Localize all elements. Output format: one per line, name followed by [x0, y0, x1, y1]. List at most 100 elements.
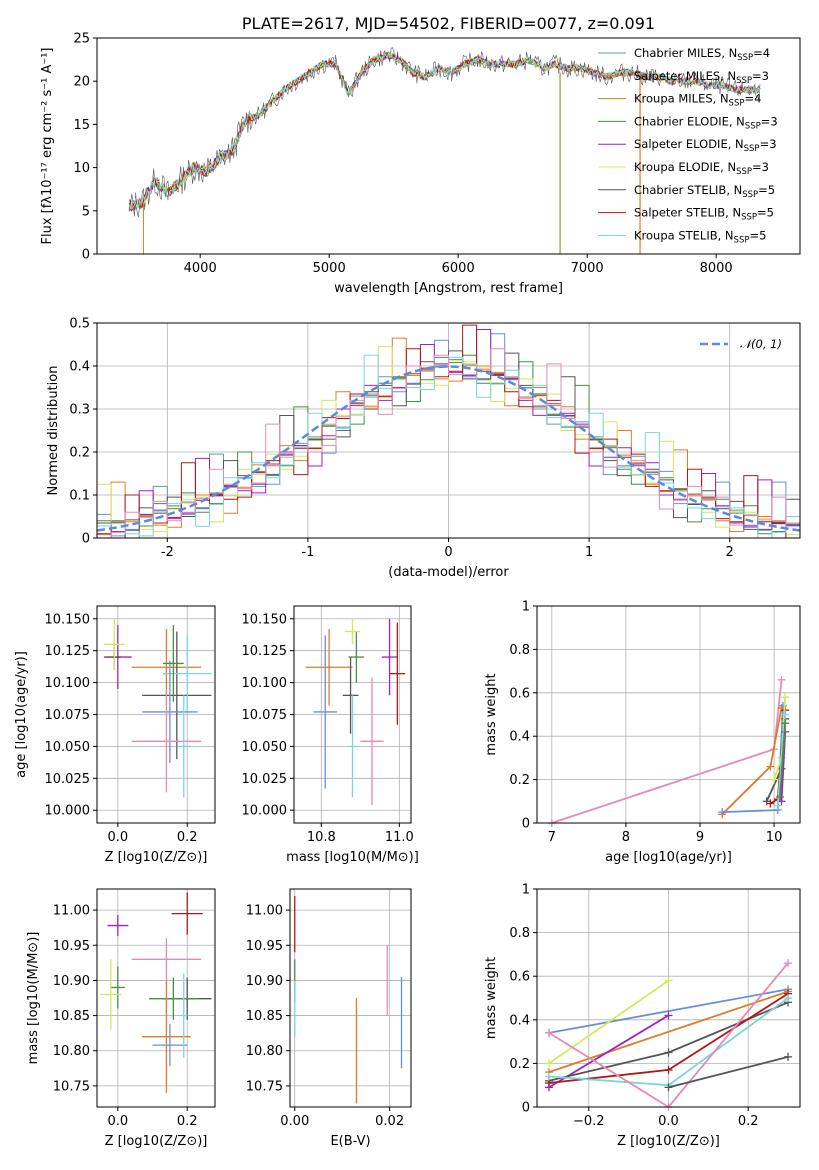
y-tick-label: 0	[522, 817, 530, 832]
age-vs-mass-axes: 10.8 11.0 10.000 10.025 10.050 10.075 10.100 10…	[242, 606, 414, 845]
x-tick-label: 0.00	[280, 1114, 309, 1129]
x-tick-label: 0.2	[177, 830, 198, 845]
x-tick-label: 11.0	[385, 830, 414, 845]
legend-entry: Chabrier MILES, NSSP=4	[634, 46, 770, 63]
x-tick-label: 6000	[442, 261, 475, 276]
y-tick-label: 0.6	[509, 686, 530, 701]
y-tick-label: 10.075	[45, 708, 91, 723]
residuals-ylabel: Normed distribution	[46, 366, 61, 496]
legend-entry: Salpeter STELIB, NSSP=5	[634, 206, 774, 223]
age-vs-mass-xlabel: mass [log10(M/M⊙)]	[286, 850, 419, 865]
y-tick-label: 0.4	[69, 360, 90, 375]
y-tick-label: 10.000	[242, 804, 288, 819]
spectrum-ylabel: Flux [fλ10⁻¹⁷ erg cm⁻² s⁻¹ A⁻¹]	[40, 48, 55, 245]
y-tick-label: 0.5	[69, 317, 90, 332]
legend-subscript: SSP	[741, 213, 757, 223]
mass-vs-Z-frame	[96, 888, 216, 1108]
x-tick-label: −0.2	[573, 1114, 605, 1129]
mass-weight-line	[668, 1056, 789, 1089]
mass-weight-vs-age-ylabel: mass weight	[484, 673, 499, 755]
legend-subscript: SSP	[745, 121, 761, 131]
y-tick-label: 10.025	[45, 772, 91, 787]
x-tick-label: 2	[726, 545, 734, 560]
legend-text: Kroupa STELIB, N	[634, 228, 734, 242]
x-tick-label: 7	[548, 830, 556, 845]
y-tick-label: 10.95	[246, 939, 283, 954]
y-tick-label: 0	[82, 532, 90, 547]
legend-entry: Kroupa ELODIE, NSSP=3	[634, 160, 769, 177]
y-tick-label: 0.6	[509, 970, 530, 985]
legend-entry: Kroupa MILES, NSSP=4	[634, 92, 761, 109]
y-tick-label: 10.95	[53, 939, 90, 954]
y-tick-label: 0	[82, 248, 90, 263]
y-tick-label: 10.125	[45, 644, 91, 659]
x-tick-label: 10.8	[307, 830, 336, 845]
legend-text: Kroupa ELODIE, N	[634, 160, 736, 174]
mass-vs-Z-xlabel: Z [log10(Z/Z⊙)]	[105, 1134, 208, 1149]
legend-text-end: =4	[753, 46, 770, 60]
mass-vs-EBV-axes: 0.00 0.02 10.75 10.80 10.85 10.90 10.95 11.00	[246, 889, 411, 1129]
x-tick-label: 0.2	[738, 1114, 759, 1129]
y-tick-label: 10.100	[242, 676, 288, 691]
spectrum-xlabel: wavelength [Angstrom, rest frame]	[334, 281, 563, 296]
y-tick-label: 0.4	[509, 1013, 530, 1028]
y-tick-label: 10.050	[45, 740, 91, 755]
mass-weight-vs-Z-axes: −0.2 0.0 0.2 0 0.2 0.4 0.6 0.8 1	[509, 883, 800, 1129]
x-tick-label: -1	[301, 545, 314, 560]
y-tick-label: 0.3	[69, 403, 90, 418]
y-tick-label: 10.75	[53, 1079, 90, 1094]
legend-gaussian-label: 𝒩(0, 1)	[740, 337, 782, 351]
spectrum-axes: 4000 5000 6000 7000 8000 0 5 10 15 20 25	[73, 32, 732, 277]
y-tick-label: 10.000	[45, 804, 91, 819]
y-tick-label: 10.90	[246, 974, 283, 989]
y-tick-label: 0.2	[69, 446, 90, 461]
y-tick-label: 0.2	[509, 773, 530, 788]
mass-weight-line	[548, 988, 789, 1034]
mass-vs-EBV-frame	[289, 888, 412, 1108]
legend-text-end: =3	[761, 114, 778, 128]
y-tick-label: 10.85	[246, 1009, 283, 1024]
y-tick-label: 15	[73, 118, 90, 133]
y-tick-label: 5	[82, 204, 90, 219]
spectrum-series-8	[128, 51, 761, 210]
legend-text: Salpeter ELODIE, N	[634, 137, 744, 151]
x-tick-label: 10	[766, 830, 783, 845]
legend-subscript: SSP	[736, 167, 752, 177]
age-vs-mass-frame	[293, 605, 412, 824]
legend-subscript: SSP	[729, 99, 745, 109]
y-tick-label: 10.050	[242, 740, 288, 755]
legend-entry: Salpeter ELODIE, NSSP=3	[634, 137, 777, 154]
legend-text: Kroupa MILES, N	[634, 92, 729, 106]
mass-weight-vs-age-xlabel: age [log10(age/yr)]	[605, 850, 732, 865]
legend-text: Chabrier STELIB, N	[634, 183, 742, 197]
mass-weight-line	[779, 723, 787, 798]
residual-histogram-9	[97, 348, 800, 538]
x-tick-label: 0.0	[107, 830, 128, 845]
x-tick-label: 7000	[571, 261, 604, 276]
legend-entry: Chabrier STELIB, NSSP=5	[634, 183, 775, 200]
legend-subscript: SSP	[737, 53, 753, 63]
y-tick-label: 10.80	[53, 1044, 90, 1059]
legend-text: Salpeter STELIB, N	[634, 206, 741, 220]
y-tick-label: 10.80	[246, 1044, 283, 1059]
y-tick-label: 10.150	[45, 612, 91, 627]
mass-weight-line	[721, 707, 783, 815]
residuals-axes: -2 -1 0 1 2 0 0.1 0.2 0.3 0.4 0.5	[69, 317, 800, 560]
x-tick-label: 0.2	[177, 1114, 198, 1129]
y-tick-label: 10.100	[45, 676, 91, 691]
spectrum-frame	[96, 37, 801, 255]
y-tick-label: 11.00	[246, 904, 283, 919]
y-tick-label: 11.00	[53, 904, 90, 919]
x-tick-label: 0.0	[107, 1114, 128, 1129]
x-tick-label: -2	[161, 545, 174, 560]
legend-text-end: =3	[752, 69, 769, 83]
y-tick-label: 20	[73, 75, 90, 90]
y-tick-label: 0.8	[509, 643, 530, 658]
x-tick-label: 4000	[184, 261, 217, 276]
y-tick-label: 0.8	[509, 926, 530, 941]
x-tick-label: 0.0	[658, 1114, 679, 1129]
mass-weight-line	[548, 990, 789, 1073]
mass-weight-vs-age-axes: 7 8 9 10 0 0.2 0.4 0.6 0.8 1	[509, 600, 800, 845]
age-vs-Z-axes: 0.0 0.2 10.000 10.025 10.050 10.075 10.100 10.1…	[45, 606, 215, 845]
